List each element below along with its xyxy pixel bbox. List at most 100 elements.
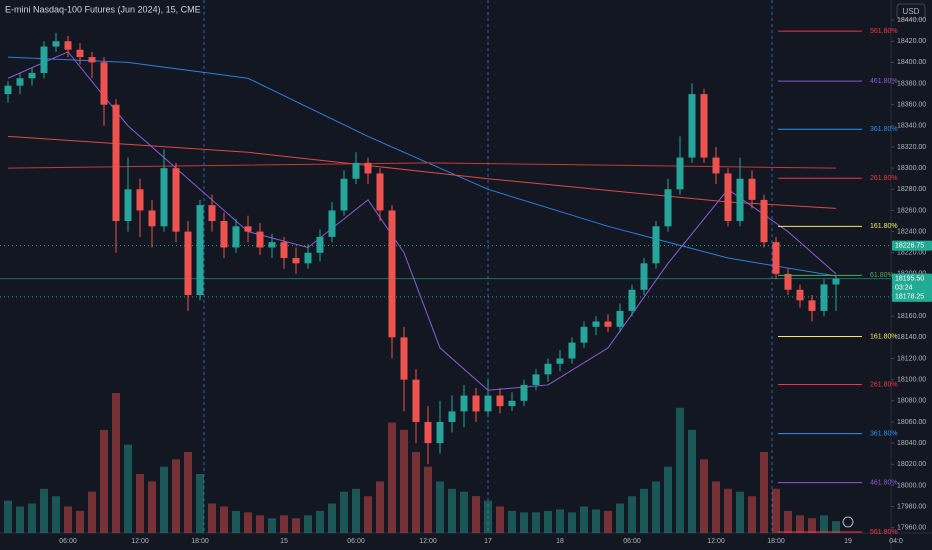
price-tag xyxy=(892,273,932,294)
currency-box[interactable] xyxy=(896,3,926,20)
y-tick-label: 18240.00 xyxy=(897,228,926,235)
volume-bar xyxy=(784,510,792,533)
chart-title: E-mini Nasdaq-100 Futures (Jun 2024), 15… xyxy=(5,4,201,14)
volume-bar xyxy=(208,503,216,533)
candle-body xyxy=(100,62,108,105)
candle-body xyxy=(112,104,120,222)
candle-body xyxy=(532,374,540,385)
x-tick-label: 06:00 xyxy=(623,538,641,545)
price-tag xyxy=(892,291,932,302)
candle-body xyxy=(172,168,180,232)
candle-body xyxy=(820,284,828,311)
volume-bar xyxy=(340,491,348,533)
currency[interactable]: USD xyxy=(903,7,920,16)
y-tick-label: 17980.00 xyxy=(897,503,926,510)
candle-body xyxy=(208,205,216,222)
volume-bar xyxy=(88,491,96,533)
fib-label: 161.80% xyxy=(870,333,898,340)
candle-body xyxy=(724,173,732,222)
y-tick-label: 18080.00 xyxy=(897,398,926,405)
candle-body xyxy=(256,231,264,248)
candle-body xyxy=(664,189,672,227)
volume-bar xyxy=(604,510,612,533)
volume-bar xyxy=(232,510,240,533)
y-tick-label: 18040.00 xyxy=(897,440,926,447)
x-tick-label: 17 xyxy=(484,538,492,545)
volume-bar xyxy=(292,518,300,533)
x-tick-label: 12:00 xyxy=(707,538,725,545)
y-tick-label: 18100.00 xyxy=(897,377,926,384)
volume-bar xyxy=(100,429,108,533)
volume-bar xyxy=(244,512,252,533)
volume-bar xyxy=(124,444,132,533)
fib-label: 61.80% xyxy=(870,272,894,279)
candle-body xyxy=(376,173,384,211)
x-tick-label: 18 xyxy=(556,538,564,545)
y-tick-label: 18400.00 xyxy=(897,59,926,66)
fib-label: 161.80% xyxy=(870,223,898,230)
fib-label: 261.80% xyxy=(870,381,898,388)
candle-body xyxy=(424,421,432,444)
candle-body xyxy=(640,263,648,290)
volume-bar xyxy=(760,451,768,533)
volume-bar xyxy=(676,407,684,533)
candle-body xyxy=(412,379,420,422)
volume-bar xyxy=(460,491,468,533)
candle-body xyxy=(472,395,480,412)
volume-bar xyxy=(172,459,180,533)
volume-bar xyxy=(808,518,816,533)
volume-bar xyxy=(652,481,660,533)
x-tick-label: 12:00 xyxy=(131,538,149,545)
candle-body xyxy=(568,342,576,359)
candle-body xyxy=(628,289,636,311)
volume-bar xyxy=(592,509,600,533)
volume-bar xyxy=(4,500,12,533)
candle-body xyxy=(64,41,72,50)
volume-bar xyxy=(832,521,840,533)
volume-bar xyxy=(52,496,60,533)
candle-body xyxy=(760,199,768,243)
countdown: 03:24 xyxy=(895,285,913,292)
y-tick-label: 18260.00 xyxy=(897,207,926,214)
candle-body xyxy=(28,72,36,79)
candle-body xyxy=(748,178,756,200)
x-tick-label: 18:00 xyxy=(191,538,209,545)
volume-bar xyxy=(820,515,828,533)
candle-body xyxy=(604,321,612,327)
volume-bar xyxy=(28,503,36,533)
candle-body xyxy=(184,231,192,296)
candle-body xyxy=(676,157,684,190)
volume-bar xyxy=(304,515,312,533)
x-tick-label: 06:00 xyxy=(59,538,77,545)
volume-bar xyxy=(724,488,732,533)
y-tick-label: 18380.00 xyxy=(897,80,926,87)
volume-bar xyxy=(616,503,624,533)
y-tick-label: 18320.00 xyxy=(897,144,926,151)
volume-bar xyxy=(628,496,636,533)
volume-bar xyxy=(316,510,324,533)
candle-body xyxy=(736,178,744,222)
x-tick-label: 18:00 xyxy=(767,538,785,545)
volume-bar xyxy=(532,512,540,533)
volume-bar xyxy=(220,506,228,533)
candle-body xyxy=(16,78,24,86)
y-tick-label: 18360.00 xyxy=(897,102,926,109)
volume-bar xyxy=(280,515,288,533)
candle-body xyxy=(88,57,96,63)
price-tag xyxy=(892,240,932,251)
volume-bar xyxy=(748,496,756,533)
fib-label: 461.80% xyxy=(870,480,898,487)
volume-bar xyxy=(412,451,420,533)
candle-body xyxy=(520,384,528,401)
candle-body xyxy=(232,226,240,248)
candle-body xyxy=(784,273,792,290)
y-tick-label: 18340.00 xyxy=(897,123,926,130)
candle-body xyxy=(268,242,276,248)
lightning-icon[interactable] xyxy=(842,516,854,528)
x-tick-label: 15 xyxy=(280,538,288,545)
candle-body xyxy=(448,411,456,422)
candle-body xyxy=(508,400,516,407)
y-tick-label: 18000.00 xyxy=(897,482,926,489)
y-tick-label: 18300.00 xyxy=(897,165,926,172)
volume-bar xyxy=(712,481,720,533)
